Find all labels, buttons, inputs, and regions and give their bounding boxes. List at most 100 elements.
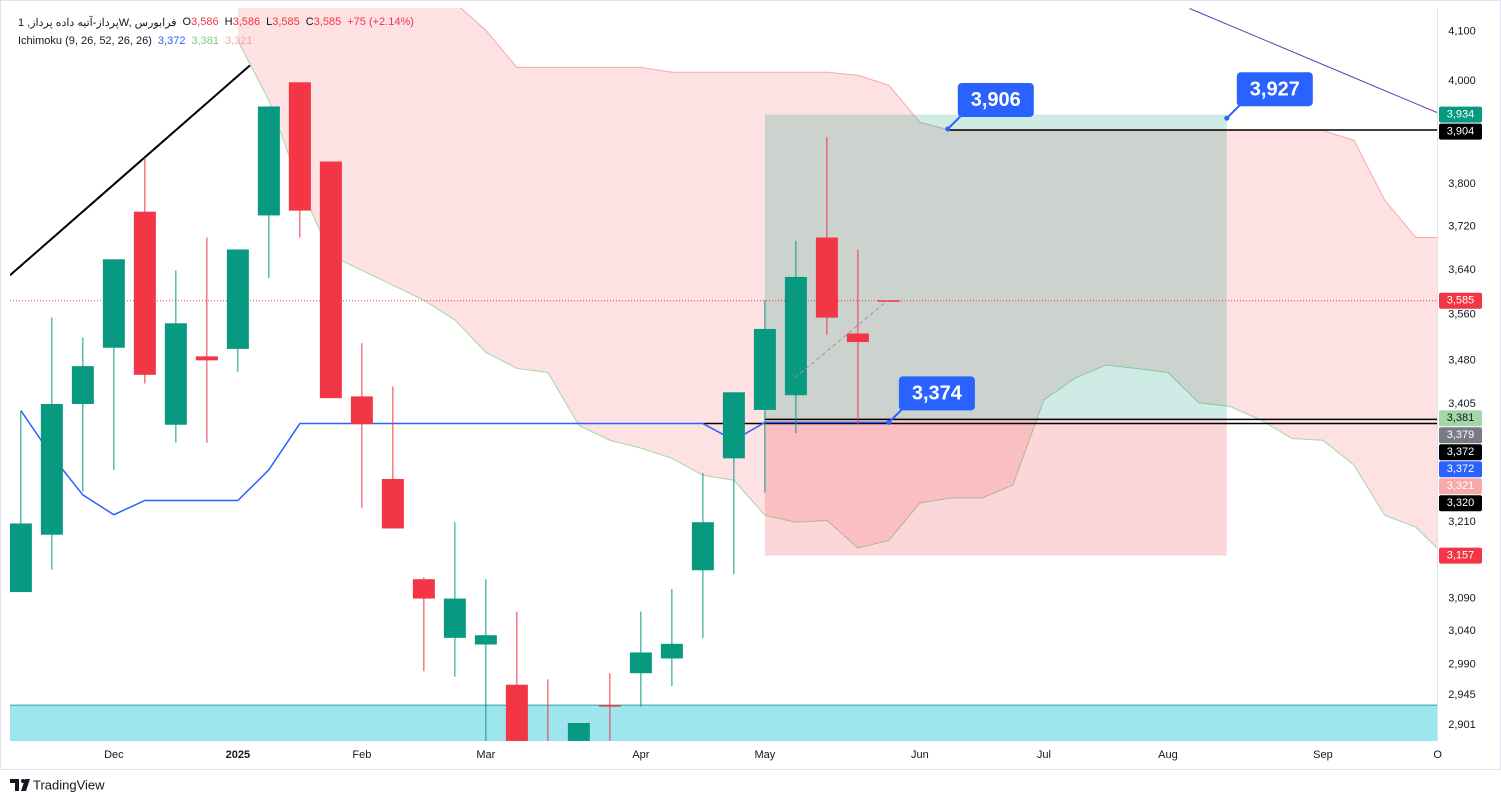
ohlc-item: L3,585 — [266, 16, 300, 29]
price-tag — [1439, 547, 1482, 564]
position-loss — [764, 419, 1227, 556]
x-tick-label: O — [1433, 749, 1442, 761]
legend-line-2: Ichimoku (9, 26, 52, 26, 26) 3,372 3,381 3… — [18, 35, 253, 47]
candle-body — [567, 722, 590, 741]
indicator-name: Ichimoku (9, 26, 52, 26, 26) — [18, 35, 152, 47]
brand-name: TradingView — [33, 777, 105, 792]
change: +75 (+2.14%) — [347, 16, 414, 28]
candle-body — [102, 259, 125, 348]
ohlc-key: C — [305, 16, 314, 28]
price-tag-label: 3,320 — [1447, 497, 1475, 509]
price-tag-label: 3,934 — [1447, 109, 1475, 121]
callout-label: 3,374 — [912, 383, 963, 405]
candle-body — [195, 356, 218, 361]
y-tick-label: 4,000 — [1448, 75, 1476, 87]
ohlc-key: L — [266, 16, 273, 28]
candle-body — [598, 705, 621, 707]
price-tag — [1439, 106, 1482, 123]
candle-body — [877, 300, 900, 302]
symbol: پرداز-آتیه داده پرداز, 1W, فرابورس — [18, 17, 177, 29]
x-tick-label: Sep — [1313, 749, 1333, 761]
candle-body — [784, 276, 807, 396]
legend-line-1: پرداز-آتیه داده پرداز, 1W, فرابورس O3,58… — [18, 16, 414, 29]
price-tag — [1439, 410, 1482, 427]
x-tick-label: Dec — [104, 749, 124, 761]
price-tag — [1439, 123, 1482, 140]
candle-body — [71, 366, 94, 405]
y-tick-label: 4,100 — [1448, 26, 1476, 38]
price-tag — [1439, 478, 1482, 495]
plot-area — [10, 8, 1437, 753]
candle-body — [753, 328, 776, 410]
price-tag-label: 3,157 — [1447, 549, 1475, 561]
candle-body — [474, 635, 497, 645]
callout-box — [957, 82, 1034, 117]
axes: 3,906 3,927 3,374 2,901 2,945 2,990 3,040 3,090… — [104, 26, 1482, 761]
candle-body — [412, 579, 435, 599]
candle-body — [691, 522, 714, 571]
price-tag — [1439, 495, 1482, 512]
x-tick-label: Mar — [476, 749, 495, 761]
callout-box — [1236, 72, 1313, 107]
candle-body — [164, 323, 187, 425]
y-tick-label: 3,040 — [1448, 625, 1476, 637]
x-tick-label: Aug — [1158, 749, 1178, 761]
ohlc-item: H3,586 — [225, 16, 260, 29]
price-tag — [1439, 461, 1482, 478]
x-tick-label: 2025 — [226, 749, 250, 761]
trend-line — [10, 64, 251, 277]
indicator-value: 3,372 — [157, 35, 186, 47]
y-tick-label: 3,210 — [1448, 516, 1476, 528]
ohlc-item: C3,585 — [306, 16, 341, 29]
ohlc-value: 3,586 — [191, 16, 219, 28]
y-tick-label: 2,945 — [1448, 689, 1476, 701]
y-tick-label: 3,640 — [1448, 264, 1476, 276]
candle-body — [40, 404, 63, 535]
indicator-value: 3,321 — [224, 35, 253, 47]
candle-body — [288, 82, 311, 211]
price-tag-label: 3,372 — [1447, 463, 1475, 475]
ohlc-item: O3,586 — [183, 16, 219, 29]
callout-anchor — [945, 126, 951, 132]
price-tag — [1439, 444, 1482, 461]
price-tag-label: 3,381 — [1447, 412, 1475, 424]
ohlc-key: O — [182, 16, 192, 28]
callout-pointer — [888, 407, 904, 424]
price-tag — [1439, 427, 1482, 444]
candle-body — [226, 249, 249, 349]
y-tick-label: 3,405 — [1448, 398, 1476, 410]
candle-body — [505, 684, 528, 741]
price-tag — [1439, 292, 1482, 309]
candle-body — [815, 237, 838, 318]
candle-body — [10, 523, 32, 593]
callout-label: 3,906 — [971, 89, 1021, 111]
candle-body — [350, 396, 373, 425]
x-tick-label: Jul — [1037, 749, 1051, 761]
y-tick-label: 3,720 — [1448, 221, 1476, 233]
callout-box — [898, 376, 975, 411]
ohlc-value: 3,585 — [313, 16, 342, 28]
x-tick-label: Feb — [352, 749, 371, 761]
candle-body — [319, 161, 342, 399]
dashed-arrow — [794, 299, 889, 379]
price-tag-label: 3,379 — [1447, 429, 1475, 441]
x-tick-label: May — [754, 749, 775, 761]
callout-anchor — [1224, 115, 1230, 121]
y-tick-label: 3,800 — [1448, 178, 1476, 190]
candle-body — [722, 392, 745, 459]
candle-body — [660, 643, 683, 659]
ohlc-key: H — [224, 16, 233, 28]
candle-body — [629, 652, 652, 674]
brand-logo — [10, 779, 30, 791]
callout-pointer — [1226, 103, 1242, 119]
y-tick-label: 2,901 — [1448, 719, 1476, 731]
callout-pointer — [947, 114, 963, 130]
ohlc-value: 3,585 — [272, 16, 300, 28]
candle-body — [537, 743, 559, 753]
trend-line — [1189, 8, 1437, 114]
callout-anchor — [886, 419, 892, 425]
y-tick-label: 3,480 — [1448, 354, 1476, 366]
x-tick-label: Apr — [632, 749, 649, 761]
candle-body — [846, 333, 869, 343]
